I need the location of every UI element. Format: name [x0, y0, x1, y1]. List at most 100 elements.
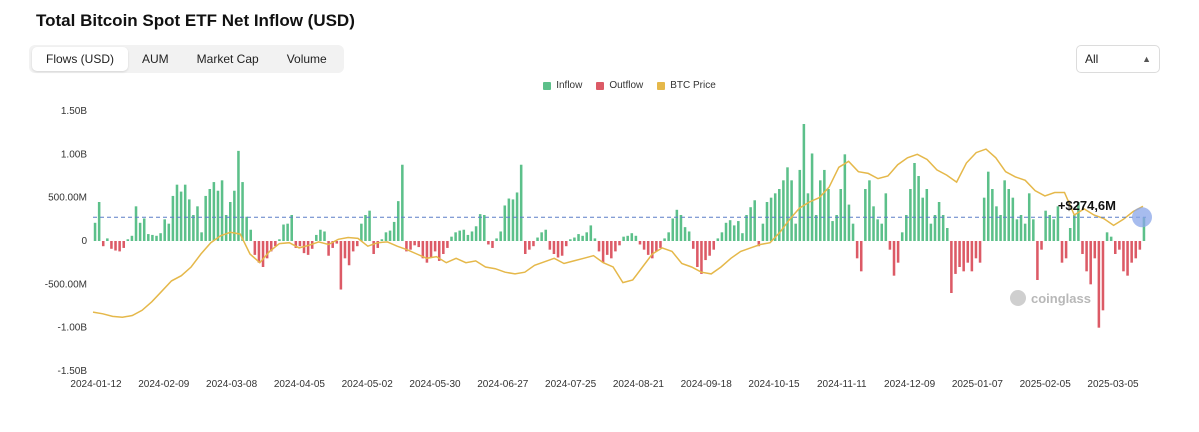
outflow-bar[interactable]: [487, 241, 490, 245]
inflow-bar[interactable]: [868, 180, 871, 241]
inflow-bar[interactable]: [732, 225, 736, 241]
inflow-bar[interactable]: [220, 180, 224, 241]
inflow-bar[interactable]: [462, 229, 466, 241]
outflow-bar[interactable]: [855, 241, 859, 259]
inflow-bar[interactable]: [1073, 215, 1076, 241]
inflow-bar[interactable]: [1056, 206, 1060, 241]
outflow-bar[interactable]: [532, 241, 535, 247]
outflow-bar[interactable]: [1130, 241, 1133, 263]
inflow-bar[interactable]: [364, 215, 367, 241]
outflow-bar[interactable]: [708, 241, 711, 256]
inflow-bar[interactable]: [810, 153, 814, 241]
inflow-bar[interactable]: [921, 197, 924, 241]
outflow-bar[interactable]: [1134, 241, 1138, 259]
outflow-bar[interactable]: [704, 241, 707, 261]
inflow-bar[interactable]: [667, 232, 670, 241]
inflow-bar[interactable]: [589, 225, 593, 241]
inflow-bar[interactable]: [937, 202, 941, 241]
inflow-bar[interactable]: [315, 234, 318, 241]
outflow-bar[interactable]: [1060, 241, 1064, 263]
inflow-bar[interactable]: [159, 233, 162, 241]
outflow-bar[interactable]: [413, 241, 416, 246]
outflow-bar[interactable]: [1093, 241, 1097, 259]
inflow-bar[interactable]: [233, 190, 236, 241]
outflow-bar[interactable]: [954, 241, 957, 274]
outflow-bar[interactable]: [1040, 241, 1043, 250]
outflow-bar[interactable]: [523, 241, 527, 254]
outflow-bar[interactable]: [1118, 241, 1121, 250]
inflow-bar[interactable]: [519, 164, 523, 241]
inflow-bar[interactable]: [126, 239, 130, 241]
outflow-bar[interactable]: [896, 241, 900, 263]
inflow-bar[interactable]: [728, 220, 732, 241]
inflow-bar[interactable]: [470, 231, 474, 241]
tab-volume[interactable]: Volume: [286, 52, 327, 66]
outflow-bar[interactable]: [347, 241, 351, 266]
inflow-bar[interactable]: [1027, 193, 1031, 241]
inflow-bar[interactable]: [745, 215, 748, 241]
inflow-bar[interactable]: [909, 189, 912, 241]
outflow-bar[interactable]: [614, 241, 617, 252]
outflow-bar[interactable]: [122, 241, 125, 248]
inflow-bar[interactable]: [392, 221, 396, 241]
inflow-bar[interactable]: [778, 189, 781, 241]
outflow-bar[interactable]: [417, 241, 420, 248]
outflow-bar[interactable]: [642, 241, 646, 250]
inflow-bar[interactable]: [323, 231, 326, 241]
outflow-bar[interactable]: [442, 241, 445, 254]
outflow-bar[interactable]: [114, 241, 117, 251]
legend-item-inflow[interactable]: Inflow: [483, 80, 582, 91]
inflow-bar[interactable]: [679, 215, 683, 241]
outflow-bar[interactable]: [552, 241, 556, 254]
inflow-bar[interactable]: [167, 223, 171, 241]
inflow-bar[interactable]: [380, 239, 384, 241]
inflow-bar[interactable]: [827, 189, 830, 241]
inflow-bar[interactable]: [581, 235, 584, 241]
inflow-bar[interactable]: [819, 180, 822, 241]
inflow-bar[interactable]: [474, 226, 478, 241]
inflow-bar[interactable]: [1068, 228, 1072, 241]
outflow-bar[interactable]: [691, 241, 695, 249]
outflow-bar[interactable]: [610, 241, 613, 259]
inflow-bar[interactable]: [245, 216, 248, 241]
inflow-bar[interactable]: [864, 189, 867, 241]
inflow-bar[interactable]: [929, 223, 933, 241]
range-select[interactable]: All ▲: [1076, 45, 1160, 73]
inflow-bar[interactable]: [761, 223, 765, 241]
inflow-bar[interactable]: [585, 232, 588, 241]
outflow-bar[interactable]: [405, 241, 408, 252]
inflow-bar[interactable]: [183, 184, 187, 241]
outflow-bar[interactable]: [409, 241, 412, 250]
outflow-bar[interactable]: [351, 241, 355, 252]
inflow-bar[interactable]: [130, 235, 134, 241]
inflow-bar[interactable]: [835, 215, 838, 241]
inflow-bar[interactable]: [933, 215, 937, 241]
outflow-bar[interactable]: [618, 241, 621, 246]
inflow-bar[interactable]: [175, 184, 179, 241]
inflow-bar[interactable]: [749, 207, 752, 241]
inflow-bar[interactable]: [847, 204, 851, 241]
inflow-bar[interactable]: [249, 229, 253, 241]
inflow-bar[interactable]: [880, 223, 883, 241]
outflow-bar[interactable]: [429, 241, 433, 258]
inflow-bar[interactable]: [384, 232, 388, 241]
tab-market-cap[interactable]: Market Cap: [196, 52, 259, 66]
inflow-bar[interactable]: [802, 124, 806, 241]
inflow-bar[interactable]: [478, 214, 482, 241]
inflow-bar[interactable]: [753, 200, 756, 241]
inflow-bar[interactable]: [1105, 232, 1109, 241]
inflow-bar[interactable]: [1077, 202, 1080, 241]
tab-aum[interactable]: AUM: [142, 52, 169, 66]
outflow-bar[interactable]: [888, 241, 892, 250]
outflow-bar[interactable]: [331, 241, 334, 248]
inflow-bar[interactable]: [1109, 236, 1113, 241]
outflow-bar[interactable]: [1097, 241, 1101, 328]
outflow-bar[interactable]: [1138, 241, 1142, 250]
outflow-bar[interactable]: [528, 241, 531, 250]
inflow-bar[interactable]: [573, 237, 576, 241]
inflow-bar[interactable]: [134, 206, 138, 241]
latest-value-marker[interactable]: [1132, 207, 1152, 228]
inflow-bar[interactable]: [147, 234, 150, 241]
inflow-bar[interactable]: [155, 235, 158, 241]
inflow-bar[interactable]: [319, 229, 322, 241]
